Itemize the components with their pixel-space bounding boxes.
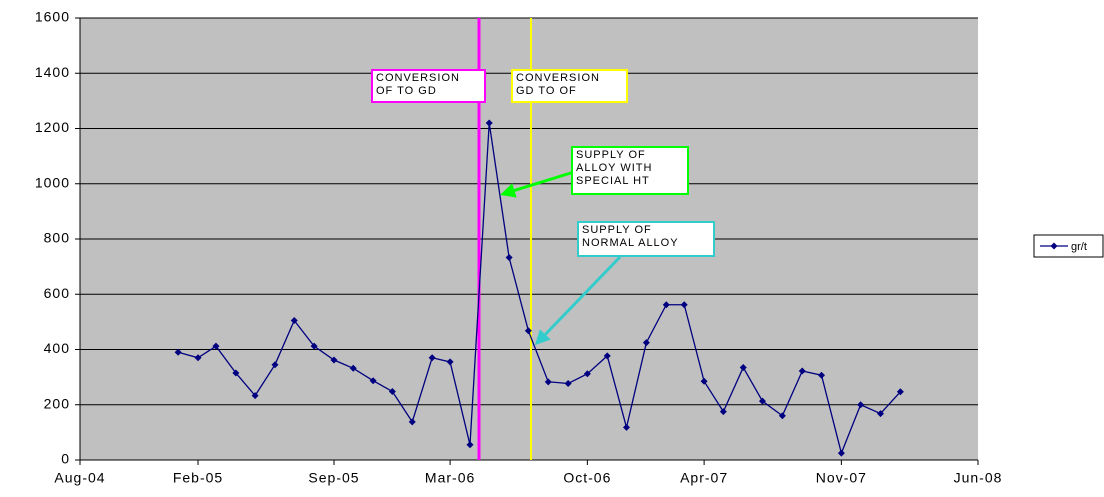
annotation-arrow (534, 255, 622, 346)
data-point (174, 348, 182, 356)
series-line (177, 122, 901, 456)
annotation-text: NORMAL ALLOY (582, 237, 679, 249)
data-point (662, 301, 670, 309)
data-point (194, 354, 202, 362)
data-point (349, 364, 357, 372)
y-tick-label: 1600 (35, 9, 70, 25)
data-point (428, 354, 436, 362)
data-point (603, 352, 611, 360)
y-tick-label: 1200 (35, 119, 70, 135)
data-point (817, 371, 825, 379)
data-point (642, 339, 650, 347)
data-point (446, 358, 454, 366)
y-tick-label: 400 (44, 340, 70, 356)
y-tick-label: 200 (44, 395, 70, 411)
annotation-box (371, 69, 486, 103)
y-tick-label: 1400 (35, 64, 70, 80)
data-point (583, 370, 591, 378)
annotation-text: GD TO OF (516, 85, 577, 97)
data-point (369, 377, 377, 385)
data-point (290, 316, 298, 324)
data-point (310, 342, 318, 350)
data-point (544, 378, 552, 386)
y-tick-label: 600 (44, 285, 70, 301)
x-tick-label: Jun-08 (954, 470, 1003, 486)
y-tick-label: 1000 (35, 174, 70, 190)
annotation-text: SPECIAL HT (576, 175, 650, 187)
annotation-text: SUPPLY OF (576, 149, 646, 161)
x-tick-label: Oct-06 (563, 470, 611, 486)
data-point (232, 369, 240, 377)
data-point (408, 418, 416, 426)
annotation-text: OF TO GD (376, 85, 437, 97)
annotation-text: CONVERSION (516, 72, 600, 84)
data-point (778, 412, 786, 420)
data-point (877, 410, 885, 418)
data-point (330, 356, 338, 364)
data-point (758, 397, 766, 405)
data-point (505, 254, 513, 262)
annotation-arrow (500, 170, 575, 198)
data-point (466, 441, 474, 449)
data-point (271, 361, 279, 369)
legend-marker (1050, 242, 1058, 250)
data-point (857, 401, 865, 409)
y-tick-label: 0 (61, 451, 70, 467)
legend-label: gr/t (1071, 241, 1087, 253)
x-tick-label: Feb-05 (173, 470, 223, 486)
data-point (388, 387, 396, 395)
data-point (680, 301, 688, 309)
x-tick-label: Mar-06 (425, 470, 475, 486)
annotation-text: ALLOY WITH (576, 162, 652, 174)
y-tick-label: 800 (44, 230, 70, 246)
x-tick-label: Aug-04 (54, 470, 105, 486)
data-point (896, 388, 904, 396)
data-point (564, 379, 572, 387)
data-point (212, 342, 220, 350)
data-point (485, 119, 493, 127)
annotation-box (571, 146, 689, 195)
x-tick-label: Sep-05 (308, 470, 359, 486)
x-tick-label: Nov-07 (816, 470, 867, 486)
data-point (739, 363, 747, 371)
annotation-text: CONVERSION (376, 72, 460, 84)
data-point (798, 367, 806, 375)
legend-box (1033, 234, 1104, 258)
annotation-text: SUPPLY OF (582, 224, 652, 236)
annotation-box (511, 69, 628, 103)
data-point (719, 408, 727, 416)
x-tick-label: Apr-07 (680, 470, 728, 486)
annotation-box (577, 221, 715, 257)
data-point (524, 327, 532, 335)
data-point (837, 449, 845, 457)
data-point (251, 392, 259, 400)
data-point (700, 377, 708, 385)
data-point (622, 423, 630, 431)
